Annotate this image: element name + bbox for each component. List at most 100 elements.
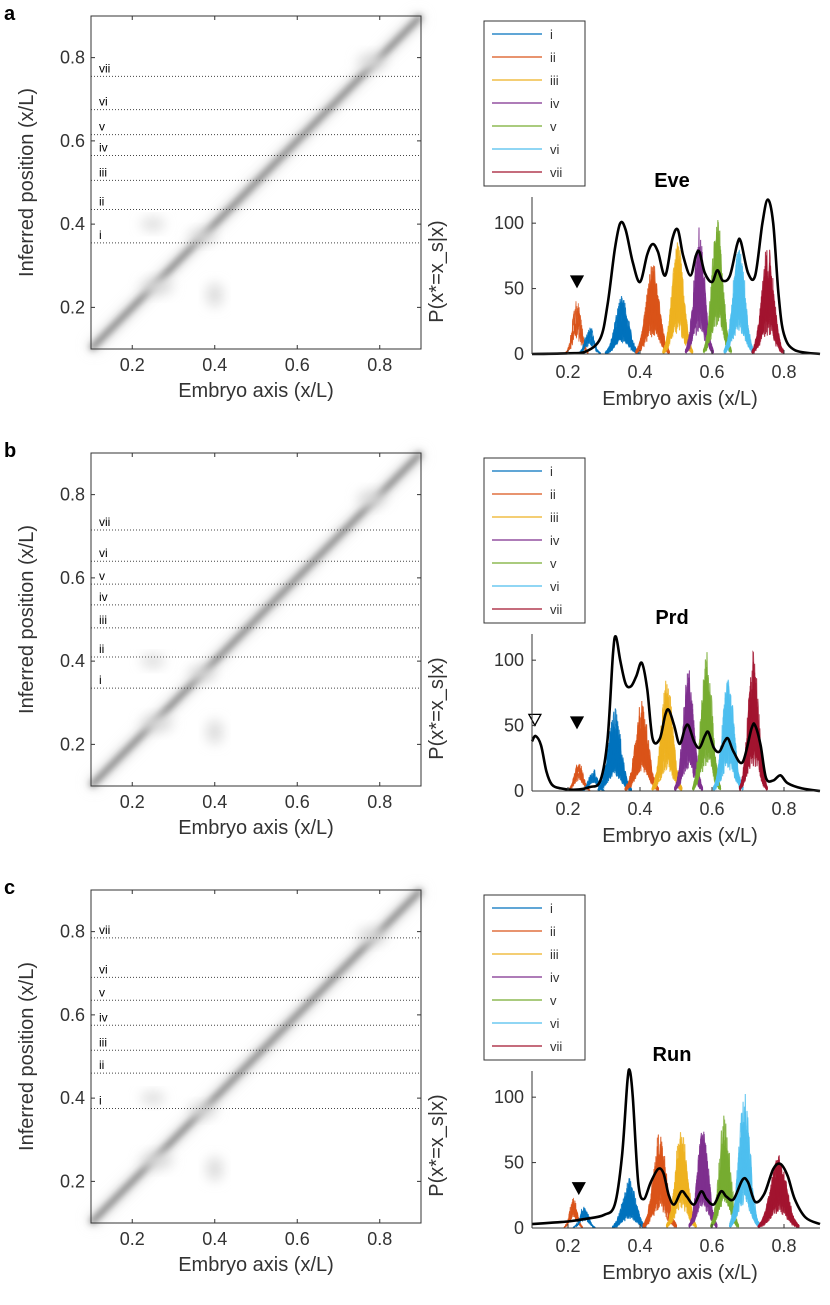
stripe-v-sample bbox=[702, 240, 732, 353]
stripe-guide-label: i bbox=[99, 228, 102, 242]
stripe-distributions bbox=[565, 220, 785, 355]
y-tick-label: 0.2 bbox=[60, 1171, 85, 1191]
y-tick-label: 0.4 bbox=[60, 1088, 85, 1108]
stripe-iv-sample bbox=[688, 1137, 718, 1228]
x-tick-label: 0.6 bbox=[285, 355, 310, 375]
x-tick-label: 0.4 bbox=[627, 362, 652, 382]
stripe-guide-label: iii bbox=[99, 613, 107, 627]
heatmap-blob bbox=[141, 278, 173, 295]
stripe-guide-label: ii bbox=[99, 642, 104, 656]
filled-triangle-marker bbox=[569, 716, 585, 730]
heatmap-blob bbox=[206, 282, 223, 307]
heatmap-diagonal bbox=[89, 888, 423, 1225]
probability-chart: Eve 0.2 0.4 0.6 0.8 0 50 100 Embryo axis (x/L) P(… bbox=[426, 170, 821, 410]
x-tick-label: 0.8 bbox=[367, 792, 392, 812]
legend-label: vi bbox=[550, 1016, 560, 1031]
probability-chart: Run 0.2 0.4 0.6 0.8 0 50 100 Embryo axis (x/L) P(… bbox=[426, 1044, 821, 1284]
heatmap-frame bbox=[90, 889, 422, 1224]
heatmap-blob bbox=[141, 1152, 173, 1169]
x-axis-label: Embryo axis (x/L) bbox=[602, 388, 758, 410]
y-axis-label: Inferred position (x/L) bbox=[16, 88, 38, 277]
y-axis-label: P(x*=x_s|x) bbox=[426, 220, 448, 322]
x-tick-label: 0.8 bbox=[367, 355, 392, 375]
y-tick-label: 0 bbox=[514, 781, 524, 801]
y-axis-label: Inferred position (x/L) bbox=[16, 525, 38, 714]
y-tick-label: 0.6 bbox=[60, 1005, 85, 1025]
legend-label: vi bbox=[550, 579, 560, 594]
stripe-vii-sample bbox=[751, 265, 785, 354]
x-axis-label: Embryo axis (x/L) bbox=[178, 1254, 334, 1276]
legend-label: iii bbox=[550, 947, 559, 962]
stripe-vii-sample bbox=[757, 1173, 800, 1228]
open-triangle-marker bbox=[527, 713, 542, 727]
panel-letter: c bbox=[4, 877, 15, 899]
stripe-guide-label: v bbox=[99, 985, 105, 999]
legend-label: vii bbox=[550, 602, 562, 617]
legend-label: vi bbox=[550, 142, 560, 157]
heatmap-intensity bbox=[87, 12, 425, 353]
stripe-guide-label: ii bbox=[99, 195, 104, 209]
heatmap-blob bbox=[188, 666, 217, 681]
heatmap-blob bbox=[206, 719, 223, 744]
y-tick-label: 0.2 bbox=[60, 297, 85, 317]
x-axis-label: Embryo axis (x/L) bbox=[178, 380, 334, 402]
y-axis-label: P(x*=x_s|x) bbox=[426, 1094, 448, 1196]
y-tick-label: 0.4 bbox=[60, 651, 85, 671]
stripe-i-sample bbox=[572, 1209, 596, 1228]
total-probability-line bbox=[531, 1068, 821, 1226]
stripe-guide-label: vi bbox=[99, 546, 108, 560]
x-axis-label: Embryo axis (x/L) bbox=[178, 817, 334, 839]
x-tick-label: 0.6 bbox=[285, 792, 310, 812]
legend-label: iv bbox=[550, 533, 560, 548]
y-tick-label: 100 bbox=[494, 213, 524, 233]
y-axis-label: P(x*=x_s|x) bbox=[426, 657, 448, 759]
x-tick-label: 0.4 bbox=[627, 799, 652, 819]
x-tick-label: 0.2 bbox=[555, 362, 580, 382]
heatmap-diagonal bbox=[89, 14, 423, 351]
stripe-guide-label: i bbox=[99, 673, 102, 687]
y-tick-label: 0 bbox=[514, 1218, 524, 1238]
x-tick-label: 0.6 bbox=[285, 1229, 310, 1249]
y-tick-label: 0.8 bbox=[60, 48, 85, 68]
stripe-i-sample bbox=[604, 296, 640, 355]
panel-letter: a bbox=[4, 3, 16, 25]
stripe-guide-label: vii bbox=[99, 61, 110, 75]
x-tick-label: 0.6 bbox=[699, 799, 724, 819]
panel-letter: b bbox=[4, 440, 16, 462]
y-tick-label: 0.8 bbox=[60, 922, 85, 942]
stripe-v-sample bbox=[692, 726, 721, 790]
stripe-guide-label: vi bbox=[99, 962, 108, 976]
x-tick-label: 0.6 bbox=[699, 1236, 724, 1256]
x-tick-label: 0.2 bbox=[555, 1236, 580, 1256]
x-tick-label: 0.2 bbox=[120, 792, 145, 812]
stripe-guide-label: v bbox=[99, 120, 105, 134]
y-tick-label: 0.6 bbox=[60, 568, 85, 588]
total-probability-line bbox=[531, 198, 821, 356]
y-tick-label: 50 bbox=[504, 716, 524, 736]
legend-label: vii bbox=[550, 1039, 562, 1054]
y-tick-label: 0.2 bbox=[60, 734, 85, 754]
chart-title: Eve bbox=[654, 170, 690, 192]
legend-label: i bbox=[550, 901, 553, 916]
x-tick-label: 0.2 bbox=[120, 1229, 145, 1249]
probability-chart: Prd 0.2 0.4 0.6 0.8 0 50 100 Embryo axis (x/L) P(… bbox=[426, 607, 821, 847]
heatmap-blob bbox=[357, 927, 386, 944]
y-tick-label: 50 bbox=[504, 279, 524, 299]
legend-label: iii bbox=[550, 73, 559, 88]
stripe-guide-label: vii bbox=[99, 515, 110, 529]
stripe-guide-label: v bbox=[99, 569, 105, 583]
heatmap-blob bbox=[188, 229, 217, 244]
x-axis-label: Embryo axis (x/L) bbox=[602, 825, 758, 847]
x-tick-label: 0.4 bbox=[202, 792, 227, 812]
heatmap-blob bbox=[206, 1156, 223, 1181]
heatmap-frame bbox=[90, 452, 422, 787]
legend-label: ii bbox=[550, 487, 556, 502]
heatmap-blob bbox=[140, 218, 165, 231]
